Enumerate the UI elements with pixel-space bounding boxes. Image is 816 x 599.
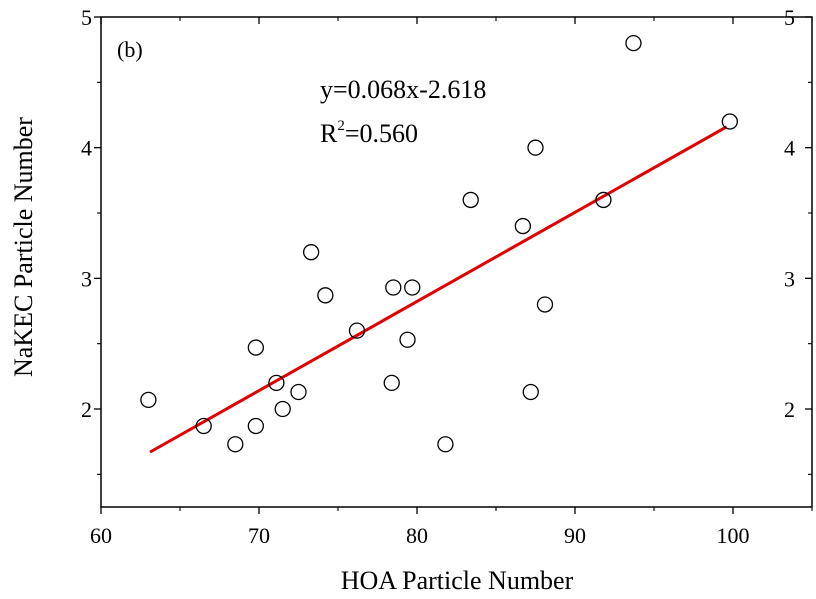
r-squared-base: R bbox=[320, 119, 338, 148]
x-tick-label: 70 bbox=[248, 523, 270, 548]
axes bbox=[100, 16, 813, 508]
data-point bbox=[247, 339, 264, 356]
data-point bbox=[268, 374, 285, 392]
data-point bbox=[274, 400, 291, 418]
r-squared-annotation: R2=0.560 bbox=[320, 118, 418, 148]
data-point bbox=[721, 113, 738, 130]
y-right-tick-label: 2 bbox=[784, 397, 795, 422]
y-axis-label: NaKEC Particle Number bbox=[9, 117, 38, 377]
data-point bbox=[522, 383, 539, 401]
y-tick-label: 4 bbox=[81, 136, 92, 161]
data-point bbox=[536, 296, 554, 313]
y-right-tick-label: 3 bbox=[784, 266, 795, 291]
x-tick-label: 100 bbox=[717, 523, 750, 548]
r-squared-superscript: 2 bbox=[337, 118, 345, 134]
data-point bbox=[404, 279, 421, 296]
r-squared-value: =0.560 bbox=[345, 119, 418, 148]
x-tick-label: 60 bbox=[90, 523, 112, 548]
data-point bbox=[527, 139, 544, 156]
fit-line-layer bbox=[149, 125, 728, 454]
data-point bbox=[383, 374, 400, 392]
y-tick-label: 2 bbox=[81, 397, 92, 422]
y-tick-label: 3 bbox=[81, 266, 92, 291]
data-point bbox=[348, 322, 366, 339]
data-point bbox=[317, 287, 334, 304]
data-point bbox=[140, 391, 157, 409]
data-point bbox=[385, 279, 402, 296]
data-point bbox=[595, 191, 612, 209]
data-point bbox=[290, 383, 307, 401]
y-right-tick-label: 5 bbox=[784, 5, 795, 30]
x-axis-label: HOA Particle Number bbox=[341, 566, 574, 595]
data-point bbox=[227, 436, 244, 453]
data-point bbox=[437, 436, 454, 453]
y-right-tick-label: 4 bbox=[784, 136, 795, 161]
data-point bbox=[195, 417, 212, 435]
x-tick-label: 80 bbox=[406, 523, 428, 548]
data-point bbox=[462, 191, 479, 209]
points-layer bbox=[140, 34, 738, 453]
data-point bbox=[247, 417, 264, 435]
plot-frame bbox=[100, 16, 813, 508]
data-point bbox=[625, 34, 642, 52]
data-point bbox=[302, 244, 320, 261]
y-tick-label: 5 bbox=[81, 5, 92, 30]
x-tick-label: 90 bbox=[564, 523, 586, 548]
data-point bbox=[514, 217, 532, 235]
regression-line bbox=[149, 125, 728, 454]
panel-label: (b) bbox=[117, 37, 143, 62]
ticks: 60 70 80 90 100 2 2 3 3 4 4 5 5 bbox=[81, 5, 813, 548]
data-point bbox=[399, 331, 416, 348]
equation-annotation: y=0.068x-2.618 bbox=[320, 75, 486, 104]
